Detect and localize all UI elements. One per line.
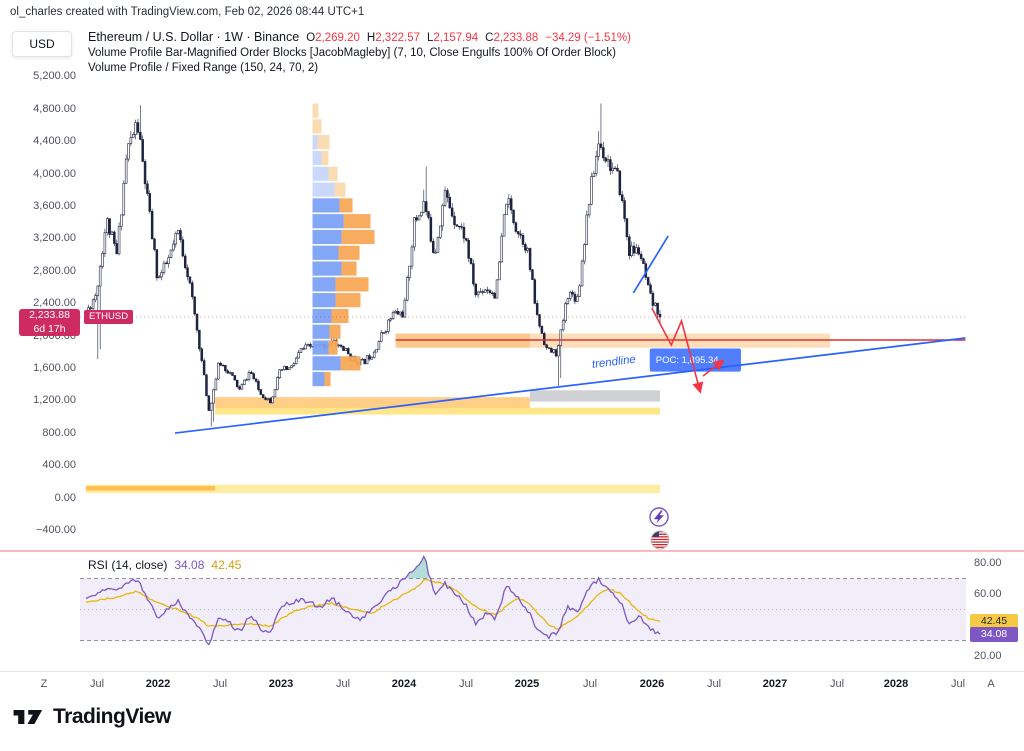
rsi-ma-value: 42.45 (211, 558, 242, 572)
high-value: 2,322.57 (375, 32, 420, 44)
rsi-pane (80, 555, 966, 646)
price-axis-tick: 3,200.00 (33, 232, 76, 245)
high-label: H (366, 32, 376, 44)
volume-profile-bars (312, 103, 375, 387)
price-axis-tick: 400.00 (42, 459, 76, 472)
price-axis-tick: 2,400.00 (33, 297, 76, 310)
time-axis-tick: Jul (582, 678, 598, 690)
time-axis-tick: Jul (950, 678, 966, 690)
main-trendline (174, 337, 966, 434)
time-axis-tick: Jul (89, 678, 105, 690)
lightning-event-icon[interactable] (649, 507, 669, 527)
time-axis-tick: 2023 (268, 678, 294, 690)
price-axis-tick: 5,200.00 (33, 70, 76, 83)
rsi-current-value: 34.08 (174, 558, 205, 572)
rsi-value-badge: 42.45 (970, 613, 1018, 629)
price-countdown-badge: 2,233.88 6d 17h (19, 309, 80, 336)
last-price-value: 2,233.88 (29, 309, 70, 321)
price-axis-tick: 1,600.00 (33, 361, 76, 374)
time-axis-tick: Jul (212, 678, 228, 690)
rsi-line (85, 555, 661, 646)
tradingview-brand[interactable]: TradingView (12, 704, 171, 730)
open-value: 2,269.20 (315, 32, 360, 44)
currency-toggle-button[interactable]: USD (12, 31, 72, 57)
zero-band-orange (86, 486, 216, 491)
time-axis-tick: Jul (706, 678, 722, 690)
chart-credit-line: ol_charles created with TradingView.com,… (10, 6, 365, 18)
price-axis-tick: 2,800.00 (33, 264, 76, 277)
close-value: 2,233.88 (493, 32, 539, 44)
trendlines-and-rays[interactable]: trendline (80, 235, 966, 434)
poc-label: POC: 1,895.34 (656, 355, 719, 366)
orange-zone-low (215, 397, 530, 409)
poc-box[interactable]: POC: 1,895.34 (649, 348, 741, 372)
time-axis-tick: Jul (458, 678, 474, 690)
rsi-ma-line (85, 579, 661, 630)
price-axis-tick: −400.00 (35, 523, 76, 536)
price-axis-tick: 1,200.00 (33, 394, 76, 407)
tradingview-logo-icon (13, 710, 43, 724)
price-axis-tick: 4,800.00 (33, 102, 76, 115)
rsi-legend: RSI (14, close) 34.08 42.45 (88, 558, 241, 572)
price-axis-tick: 0.00 (54, 491, 76, 504)
symbol-title[interactable]: Ethereum / U.S. Dollar · 1W · Binance (88, 30, 300, 44)
rsi-value-badge: 34.08 (970, 626, 1018, 642)
us-flag-icon[interactable] (650, 530, 670, 550)
close-label: C (485, 32, 494, 44)
time-axis-tick: 2022 (145, 678, 171, 690)
chart-legend: Ethereum / U.S. Dollar · 1W · Binance O2,… (88, 30, 631, 76)
low-label: L (426, 32, 434, 44)
rsi-axis-tick: 60.00 (974, 587, 1002, 600)
rsi-axis-tick: 20.00 (974, 649, 1002, 662)
price-axis-tick: 4,400.00 (33, 135, 76, 148)
time-axis-tick: 2028 (883, 678, 909, 690)
price-axis-tick: 800.00 (42, 426, 76, 439)
trendline-label: trendline (591, 354, 636, 371)
time-axis-tick: 2026 (639, 678, 665, 690)
open-label: O (306, 32, 316, 44)
time-axis-tick: Jul (335, 678, 351, 690)
time-axis-tick: 2025 (514, 678, 540, 690)
candlestick-series (84, 103, 662, 427)
symbol-price-tag[interactable]: ETHUSD (84, 310, 134, 324)
gray-zone (529, 390, 660, 402)
order-block-zones (86, 333, 831, 494)
indicator-label-volume-profile[interactable]: Volume Profile / Fixed Range (150, 24, 7… (88, 62, 319, 74)
time-axis-tick: 2027 (762, 678, 788, 690)
time-axis-tick: A (987, 678, 995, 690)
rsi-axis-tick: 80.00 (974, 556, 1002, 569)
low-value: 2,157.94 (433, 32, 479, 44)
bar-countdown: 6d 17h (33, 322, 66, 335)
steep-trendline (632, 235, 669, 294)
yellow-zone-low (215, 407, 660, 415)
time-axis-tick: Z (40, 678, 48, 690)
indicator-label-order-blocks[interactable]: Volume Profile Bar-Magnified Order Block… (88, 47, 616, 59)
price-axis-tick: 3,600.00 (33, 199, 76, 212)
event-icons[interactable] (649, 507, 670, 550)
pane-separators[interactable] (0, 550, 1024, 672)
time-axis-tick: 2024 (391, 678, 417, 690)
tradingview-wordmark: TradingView (53, 705, 171, 728)
change-value: −34.29 (−1.51%) (545, 32, 631, 44)
projection-arrows[interactable] (651, 307, 725, 394)
zero-band (86, 484, 660, 494)
rsi-indicator-label[interactable]: RSI (14, close) (88, 558, 168, 572)
price-axis-tick: 4,000.00 (33, 167, 76, 180)
time-axis-tick: Jul (829, 678, 845, 690)
